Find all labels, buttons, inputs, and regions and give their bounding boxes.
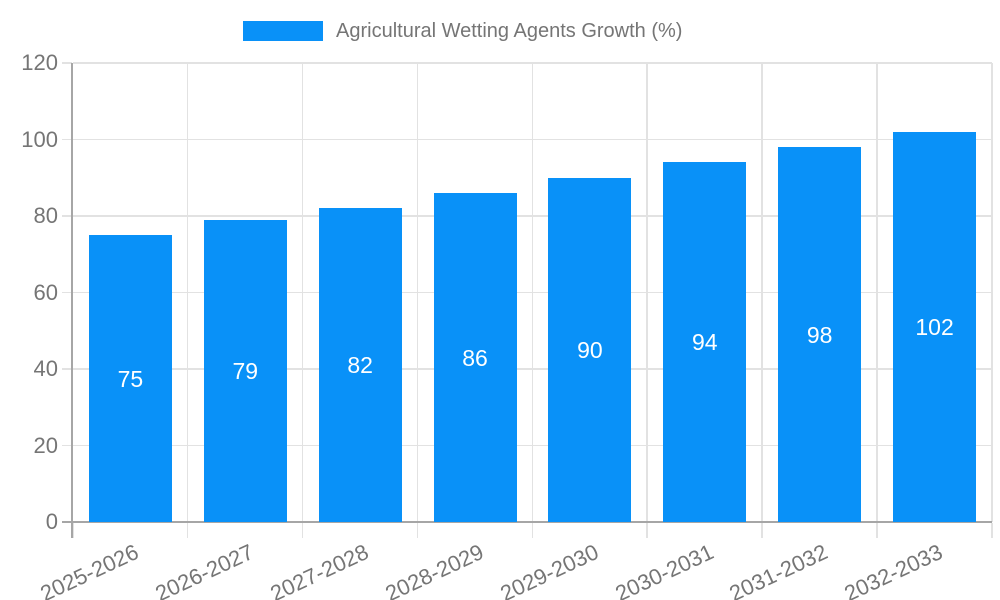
legend-label: Agricultural Wetting Agents Growth (%) (336, 20, 683, 42)
x-tick-label: 2031-2032 (725, 539, 832, 600)
x-tick-label: 2027-2028 (266, 539, 373, 600)
x-tick-mark (416, 523, 419, 538)
bar-value-label: 102 (915, 313, 954, 340)
bar[interactable] (548, 177, 632, 522)
bar[interactable] (893, 131, 977, 522)
legend-swatch (243, 21, 323, 41)
bar[interactable] (88, 235, 172, 522)
x-tick-label: 2026-2027 (151, 539, 258, 600)
x-tick-mark (876, 523, 878, 538)
gridline-vertical (531, 63, 533, 522)
y-tick-mark (62, 215, 72, 217)
gridline-vertical (301, 63, 304, 522)
bar-value-label: 79 (232, 357, 259, 384)
gridline-vertical (761, 63, 763, 522)
bar[interactable] (318, 208, 402, 522)
gridline-vertical (876, 63, 878, 522)
x-tick-mark (531, 523, 533, 538)
gridline-vertical (416, 63, 419, 522)
bar-value-label: 98 (806, 321, 833, 348)
bar[interactable] (203, 219, 287, 522)
y-tick-mark (62, 291, 72, 293)
bar-value-label: 75 (117, 365, 144, 392)
x-tick-label: 2032-2033 (840, 539, 947, 600)
gridline-horizontal (73, 62, 992, 64)
x-tick-label: 2029-2030 (496, 539, 603, 600)
y-tick-mark (62, 444, 72, 446)
y-tick-label: 0 (45, 509, 58, 534)
bar[interactable] (778, 147, 862, 522)
x-tick-label: 2025-2026 (36, 539, 143, 600)
y-tick-label: 80 (33, 203, 58, 228)
y-tick-label: 20 (33, 432, 58, 458)
x-tick-label: 2028-2029 (381, 539, 488, 600)
bar-value-label: 90 (577, 336, 603, 363)
x-tick-mark (991, 523, 993, 538)
y-tick-label: 120 (21, 50, 58, 75)
gridline-vertical (991, 63, 993, 522)
y-tick-mark (62, 138, 72, 140)
y-axis-line (71, 63, 73, 538)
y-tick-label: 40 (33, 356, 58, 381)
x-tick-mark (761, 523, 763, 538)
gridline-vertical (646, 63, 648, 522)
bar[interactable] (663, 162, 747, 522)
x-tick-label: 2030-2031 (611, 539, 717, 600)
x-axis-line (62, 521, 992, 523)
y-tick-mark (62, 368, 72, 370)
y-tick-label: 100 (21, 126, 58, 152)
legend-item[interactable]: Agricultural Wetting Agents Growth (%) (243, 21, 682, 41)
bar-value-label: 82 (347, 352, 373, 379)
gridline-vertical (186, 63, 189, 522)
x-tick-mark (646, 523, 648, 538)
bar-value-label: 86 (462, 344, 488, 371)
bar-value-label: 94 (692, 329, 718, 356)
x-tick-mark (301, 523, 304, 538)
y-tick-label: 60 (33, 279, 58, 305)
y-tick-mark (62, 62, 72, 64)
x-tick-mark (186, 523, 189, 538)
bar[interactable] (433, 193, 517, 522)
